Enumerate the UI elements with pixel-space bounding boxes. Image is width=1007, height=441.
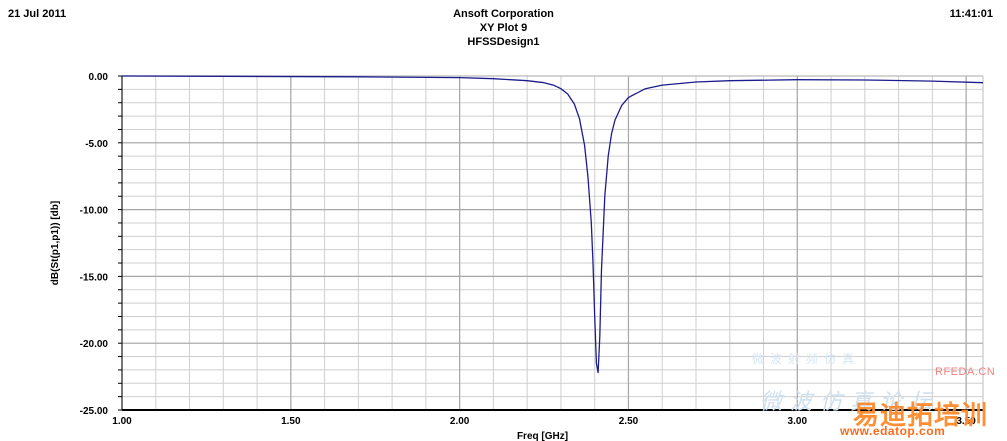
major-grid	[121, 75, 983, 411]
x-tick-label: 3.50	[956, 416, 976, 427]
x-tick-label: 1.00	[112, 416, 132, 427]
x-tick-label: 1.50	[281, 416, 301, 427]
y-tick-label: -10.00	[80, 206, 109, 217]
x-tick-label: 2.50	[619, 416, 639, 427]
y-tick-label: -5.00	[85, 139, 108, 150]
y-tick-label: -25.00	[80, 406, 109, 417]
x-axis-title: Freq [GHz]	[517, 431, 568, 441]
minor-grid	[121, 75, 983, 411]
design-name: HFSSDesign1	[467, 36, 540, 48]
header-date: 21 Jul 2011	[8, 8, 67, 20]
header-title-block: Ansoft Corporation XY Plot 9 HFSSDesign1	[0, 7, 1007, 49]
y-tick-label: -15.00	[80, 272, 109, 283]
y-tick-label: 0.00	[89, 72, 109, 83]
y-tick-label: -20.00	[80, 339, 109, 350]
x-tick-label: 3.00	[788, 416, 808, 427]
plot-title: XY Plot 9	[479, 22, 528, 34]
header-company: Ansoft Corporation	[453, 8, 554, 20]
tick-labels: 1.00 1.50 2.00 2.50 3.00 3.50 0.00 -5.00 -10.00 -…	[80, 72, 977, 427]
trace-layer	[121, 75, 984, 374]
plot-axes	[118, 75, 984, 411]
x-tick-label: 2.00	[450, 416, 470, 427]
header-time: 11:41:01	[949, 8, 993, 20]
y-axis-title: dB(St(p1,p1)) [db]	[50, 201, 61, 285]
series-line	[121, 75, 984, 374]
